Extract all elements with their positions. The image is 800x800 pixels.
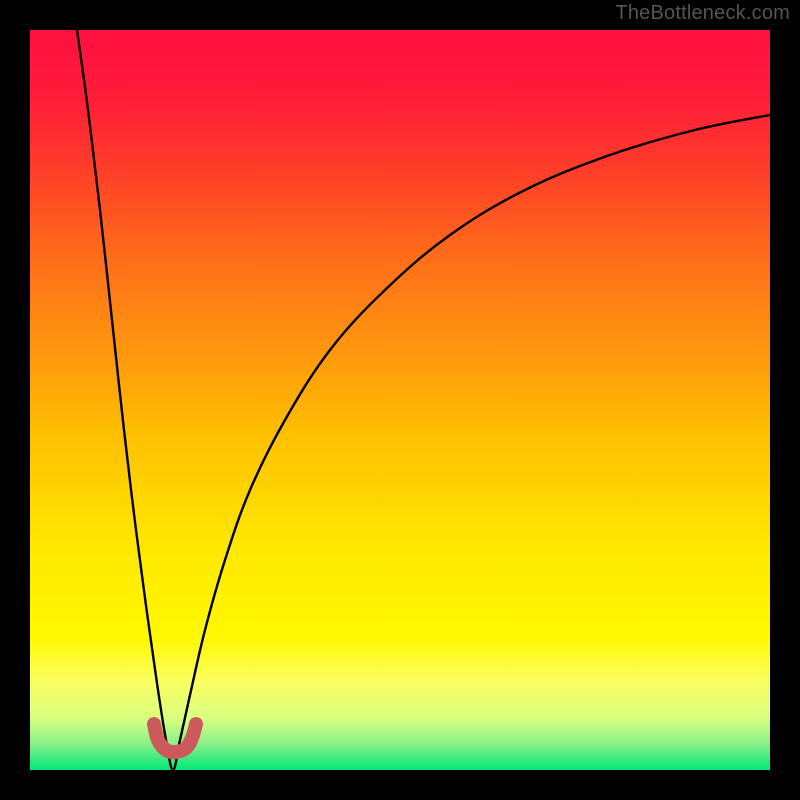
plot-background <box>30 30 770 770</box>
chart-svg <box>0 0 800 800</box>
chart-frame: TheBottleneck.com <box>0 0 800 800</box>
watermark-text: TheBottleneck.com <box>615 2 790 25</box>
